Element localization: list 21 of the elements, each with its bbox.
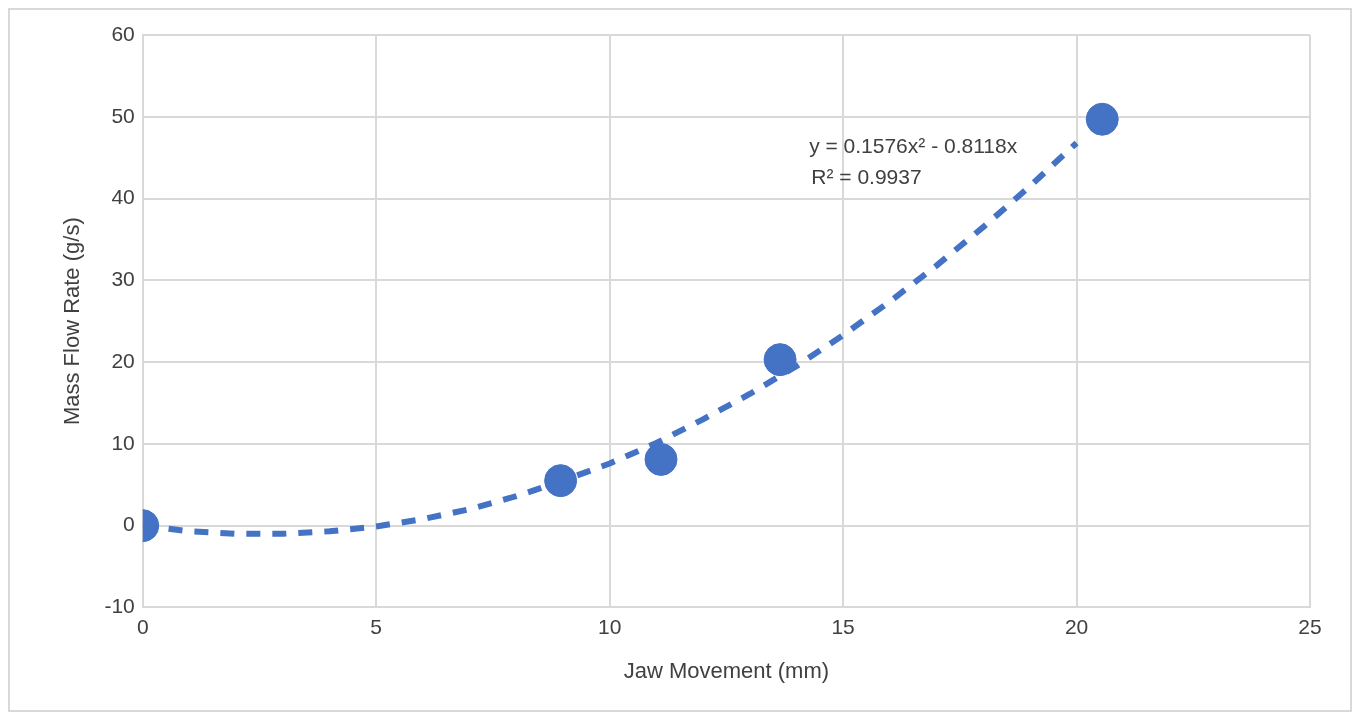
annotation: y = 0.1576x² - 0.8118x: [809, 133, 1018, 157]
y-tick-label: 50: [111, 103, 135, 127]
x-tick-label: 15: [831, 614, 855, 638]
y-tick-label: 10: [111, 430, 135, 454]
y-tick-label: 20: [111, 348, 135, 372]
y-axis-title: Mass Flow Rate (g/s): [59, 217, 85, 426]
y-tick-label: 30: [111, 267, 135, 291]
x-axis-title: Jaw Movement (mm): [623, 657, 830, 683]
x-tick-label: 5: [370, 614, 383, 638]
point: [544, 464, 578, 498]
y-tick-label: -10: [104, 594, 135, 618]
y-tick-label: 40: [111, 185, 135, 209]
point: [1085, 102, 1119, 136]
y-tick-label: 0: [123, 512, 135, 536]
x-tick-label: 20: [1064, 614, 1089, 638]
point: [644, 442, 678, 476]
x-tick-label: 25: [1298, 614, 1322, 638]
x-tick-label: 10: [597, 614, 622, 638]
point: [763, 343, 797, 377]
annotation: R² = 0.9937: [811, 164, 922, 188]
y-tick-label: 60: [111, 21, 135, 45]
